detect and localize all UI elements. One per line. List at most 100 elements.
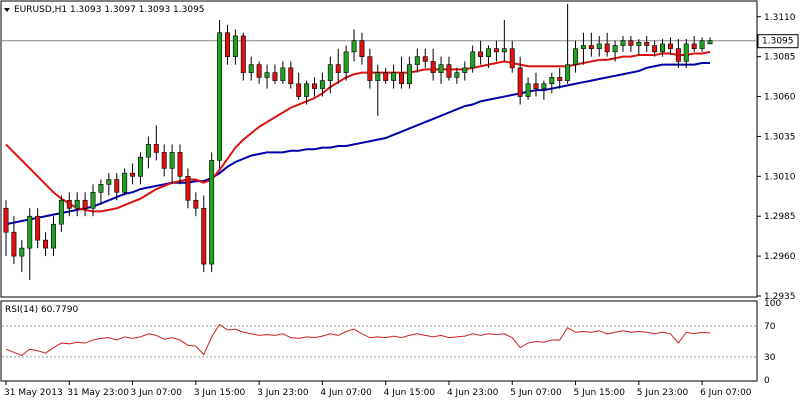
candle	[383, 67, 389, 84]
candle	[375, 64, 381, 116]
candle	[3, 200, 9, 257]
candle-body	[153, 144, 159, 153]
candle	[652, 40, 658, 57]
candle-body	[383, 72, 389, 81]
time-tick-label: 3 Jun 23:00	[257, 388, 309, 398]
candle	[264, 64, 270, 89]
candle	[98, 179, 104, 206]
time-tick-label: 5 Jun 23:00	[637, 388, 689, 398]
candle-body	[493, 48, 499, 53]
candle	[501, 19, 507, 62]
candle	[517, 56, 523, 105]
candle	[122, 168, 128, 196]
candle-body	[612, 45, 618, 53]
candle	[256, 61, 262, 84]
candle-body	[225, 32, 230, 57]
candle-body	[422, 56, 428, 62]
candle	[90, 184, 96, 217]
candle	[359, 32, 365, 65]
candle	[232, 29, 238, 65]
candle	[193, 192, 199, 217]
candle	[691, 35, 697, 52]
candle-body	[675, 48, 681, 62]
candle-body	[161, 152, 167, 169]
price-panel-frame	[0, 0, 758, 298]
current-price-label: 1.3095	[762, 37, 794, 47]
candle	[628, 35, 634, 52]
candle-body	[327, 64, 333, 81]
time-axis: 31 May 2013 31 May 23:00 3 Jun 07:00 3 Jun …	[4, 381, 752, 398]
candle	[462, 61, 468, 81]
candle-body	[177, 152, 183, 177]
candle-body	[549, 77, 555, 85]
candle-body	[478, 51, 484, 57]
candle-body	[248, 64, 254, 73]
candle-body	[319, 80, 325, 89]
candle	[209, 152, 215, 273]
candle	[153, 125, 159, 161]
candle	[130, 163, 136, 185]
candle-body	[391, 72, 397, 81]
candle-body	[296, 83, 302, 97]
candle	[667, 37, 673, 56]
symbol-line: EURUSD,H1 1.3093 1.3097 1.3093 1.3095	[14, 5, 205, 15]
candle	[557, 67, 563, 89]
candle-body	[98, 184, 104, 193]
rsi-line	[5, 323, 711, 356]
price-tick-label: 1.3085	[764, 53, 796, 63]
price-tick-label: 1.3010	[764, 172, 796, 182]
price-tick-label: 1.2935	[764, 292, 796, 302]
candle	[573, 40, 579, 73]
candle	[454, 67, 460, 84]
candle	[683, 39, 689, 68]
candle-body	[446, 64, 452, 78]
candle-body	[240, 35, 246, 73]
chart-header[interactable]: EURUSD,H1 1.3093 1.3097 1.3093 1.3095	[4, 5, 205, 15]
ma-slow-line	[5, 62, 710, 226]
triangle-down-icon[interactable]	[4, 8, 10, 12]
candle-body	[256, 64, 262, 78]
candle	[422, 48, 428, 68]
candle	[312, 77, 317, 97]
candle	[660, 39, 666, 57]
time-tick-label: 4 Jun 15:00	[384, 388, 436, 398]
candle-body	[660, 43, 666, 53]
candle	[280, 61, 286, 84]
candle-body	[525, 83, 531, 97]
candle-body	[541, 83, 547, 89]
candle-body	[430, 61, 436, 73]
candle	[43, 232, 49, 257]
candle	[288, 61, 294, 89]
price-axis: 1.3110 1.3085 1.3060 1.3035 1.3010 1.2985 1.29…	[757, 13, 796, 302]
candle	[296, 72, 302, 100]
candle	[596, 35, 602, 57]
candle	[406, 56, 412, 89]
candle-body	[644, 41, 650, 46]
candle	[185, 168, 191, 209]
candle	[161, 144, 167, 177]
candle	[272, 64, 278, 84]
candle	[50, 216, 56, 257]
candle	[438, 56, 444, 84]
candle-body	[145, 144, 151, 158]
candle-body	[3, 207, 9, 233]
price-tick-label: 1.2960	[764, 252, 796, 262]
candle-body	[517, 67, 523, 97]
candle-body	[11, 231, 17, 257]
time-tick-label: 4 Jun 07:00	[320, 388, 372, 398]
candle-body	[604, 43, 610, 53]
candle	[588, 32, 594, 57]
candle	[486, 45, 491, 68]
candle	[478, 40, 484, 65]
candle-body	[486, 48, 491, 57]
candle	[240, 32, 246, 81]
candle-body	[533, 83, 539, 89]
candle	[319, 72, 325, 97]
candle	[644, 35, 650, 52]
candle-body	[375, 72, 381, 81]
candle-body	[620, 40, 626, 46]
candle	[217, 19, 223, 169]
candle-body	[414, 56, 420, 65]
candle	[19, 240, 25, 273]
price-tick-label: 1.3035	[764, 132, 796, 142]
